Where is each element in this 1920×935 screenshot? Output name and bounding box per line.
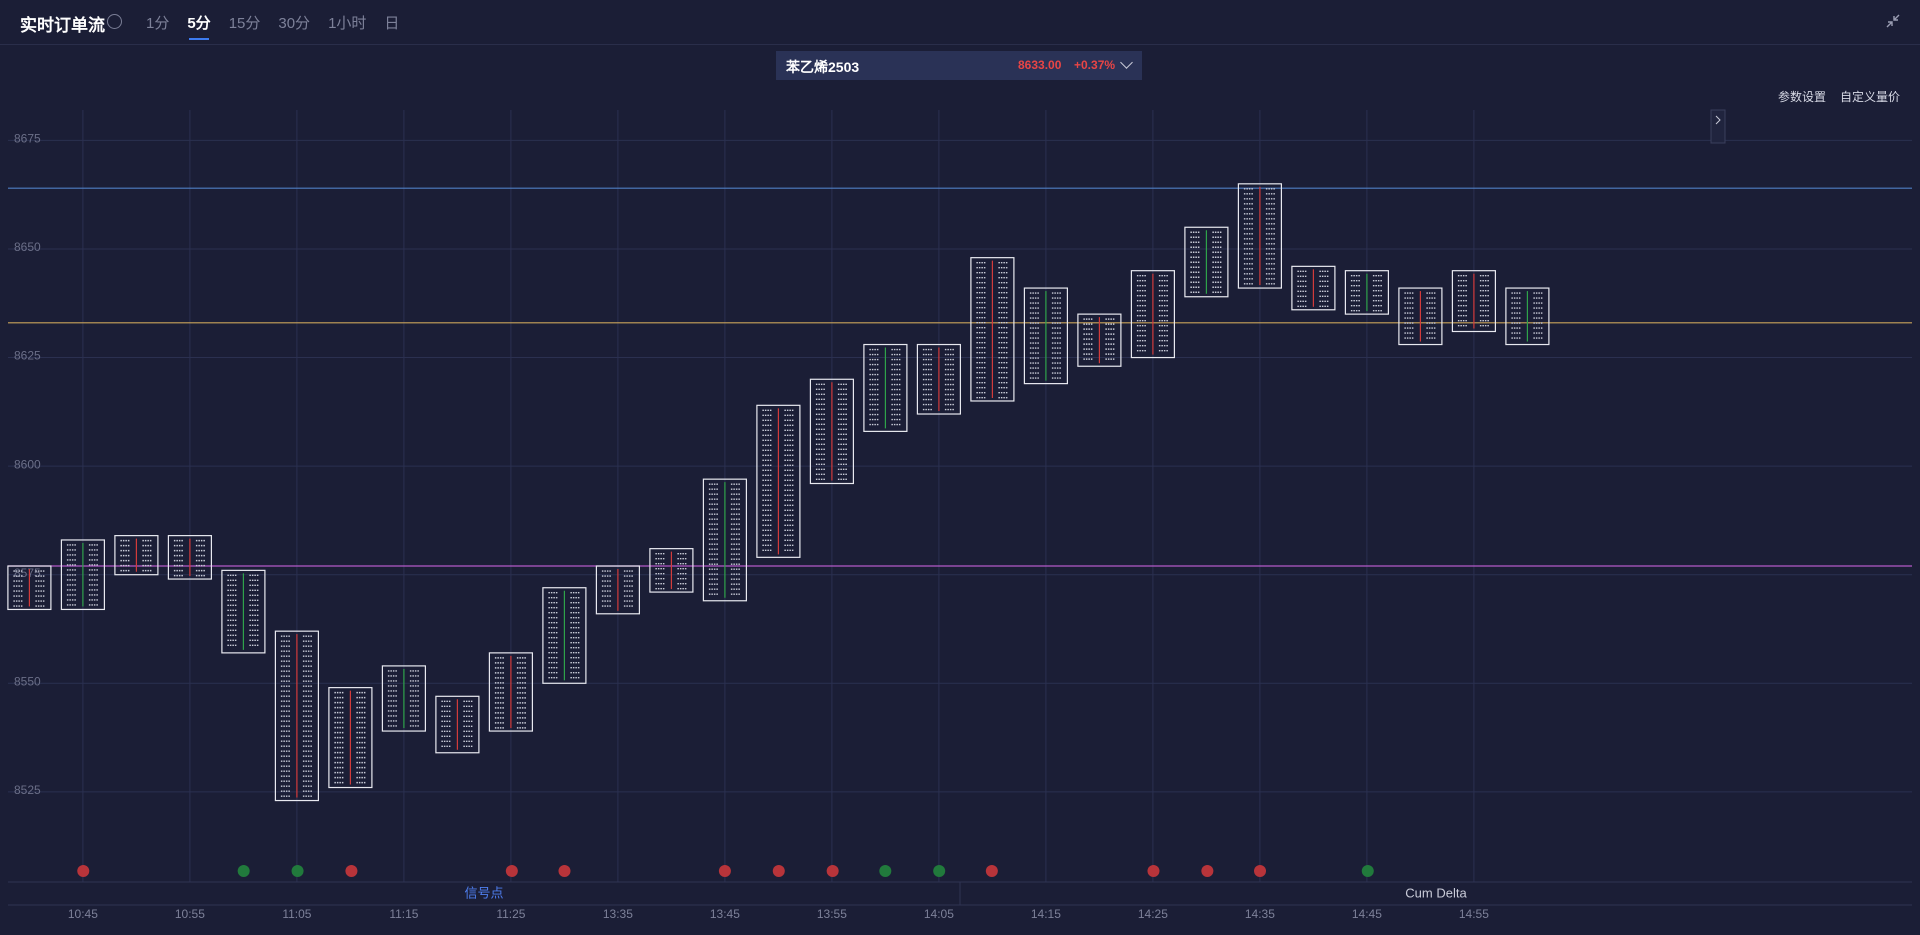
signal-icon (345, 865, 358, 877)
interval-tabs: 1分 5分 15分 30分 1小时日 (146, 12, 400, 40)
x-tick-label: 14:15 (1031, 907, 1061, 921)
footprint-box (60, 539, 106, 611)
footprint-box (702, 478, 748, 602)
x-tick-label: 14:05 (924, 907, 954, 921)
y-tick-label: 8650 (14, 240, 41, 254)
signal-icon (1147, 865, 1160, 877)
footprint-box (488, 652, 533, 732)
y-tick-label: 8525 (14, 783, 41, 797)
footprint-box (381, 665, 426, 732)
signal-icon (985, 865, 998, 877)
footprint-box (1505, 287, 1550, 346)
footprint-box (809, 378, 855, 485)
x-tick-label: 11:05 (282, 907, 311, 921)
interval-tab[interactable]: 15分 (228, 15, 261, 32)
footprint-box (435, 695, 480, 754)
x-tick-label: 14:45 (1352, 907, 1382, 921)
dropdown-arrow (1120, 56, 1133, 69)
x-tick-label: 13:45 (710, 907, 740, 921)
symbol-change: +0.37% (1074, 58, 1116, 72)
side-arrow (1715, 115, 1721, 125)
signal-icon (1361, 865, 1374, 877)
footprint-box (916, 343, 962, 415)
collapse-icon[interactable] (1886, 14, 1900, 28)
y-tick-label: 8550 (14, 674, 41, 688)
signal-icon (933, 865, 946, 877)
signal-icon (291, 865, 304, 877)
footprint-box (7, 565, 52, 611)
interval-tab[interactable]: 1分 (146, 15, 170, 32)
top-bar: 实时订单流 1分 5分 15分 30分 1小时日 (0, 0, 1920, 45)
y-tick-label: 8675 (14, 132, 41, 146)
signal-icon (505, 865, 518, 877)
y-tick-label: 8600 (14, 457, 41, 471)
signal-icon (77, 865, 90, 877)
footprint-box (1344, 270, 1390, 315)
interval-tab[interactable]: 30分 (278, 15, 311, 32)
signal-icon (718, 865, 731, 877)
toolbar-button[interactable]: 自定义量价 (1839, 90, 1900, 104)
panel-tab: Cum Delta (1405, 885, 1467, 900)
x-tick-label: 13:35 (603, 907, 633, 921)
footprint-box (863, 343, 908, 432)
toolbar: 参数设置 自定义量价 (1778, 88, 1900, 105)
interval-tab[interactable]: 日 (384, 15, 400, 32)
page-title: 实时订单流 (20, 16, 105, 35)
x-tick-label: 11:15 (389, 907, 418, 921)
footprint-box (1023, 287, 1069, 385)
x-tick-label: 14:55 (1459, 907, 1489, 921)
footprint-box (595, 565, 641, 615)
symbol-price: 8633.00 (1018, 58, 1062, 72)
footprint-box (328, 687, 373, 789)
footprint-box (970, 257, 1015, 402)
x-tick-label: 13:55 (817, 907, 847, 921)
footprint-box (1077, 313, 1122, 367)
signal-icon (879, 865, 892, 877)
panel-tab: 信号点 (464, 885, 503, 900)
interval-tab[interactable]: 1小时 (328, 15, 367, 32)
footprint-box (221, 569, 266, 654)
footprint-box (114, 535, 159, 576)
side-button (1710, 109, 1726, 144)
help-icon[interactable] (107, 14, 122, 29)
footprint-box (542, 587, 587, 684)
x-tick-label: 11:25 (496, 907, 525, 921)
footprint-box (1398, 287, 1443, 346)
signal-icon (237, 865, 250, 877)
y-tick-label: 8575 (14, 566, 41, 580)
symbol-selector[interactable]: 苯乙烯2503 8633.00 +0.37% (776, 51, 1142, 80)
footprint-box (1291, 265, 1336, 311)
y-tick-label: 8625 (14, 349, 41, 363)
interval-tab[interactable]: 5分 (187, 12, 211, 40)
signal-icon (1254, 865, 1267, 877)
footprint-box (1184, 226, 1229, 298)
symbol-name: 苯乙烯2503 (786, 59, 860, 75)
signal-icon (826, 865, 839, 877)
footprint-box (1451, 270, 1497, 333)
footprint-box (1237, 183, 1283, 289)
x-tick-label: 10:55 (175, 907, 205, 921)
footprint-box (167, 535, 212, 580)
x-tick-label: 14:25 (1138, 907, 1168, 921)
footprint-box (649, 548, 694, 593)
x-tick-label: 14:35 (1245, 907, 1275, 921)
footprint-box (756, 404, 801, 558)
signal-icon (772, 865, 785, 877)
x-tick-label: 10:45 (68, 907, 98, 921)
footprint-box (1130, 270, 1176, 359)
signal-icon (1201, 865, 1214, 877)
footprint-box (274, 630, 319, 802)
toolbar-button[interactable]: 参数设置 (1777, 90, 1826, 104)
signal-icon (558, 865, 571, 877)
